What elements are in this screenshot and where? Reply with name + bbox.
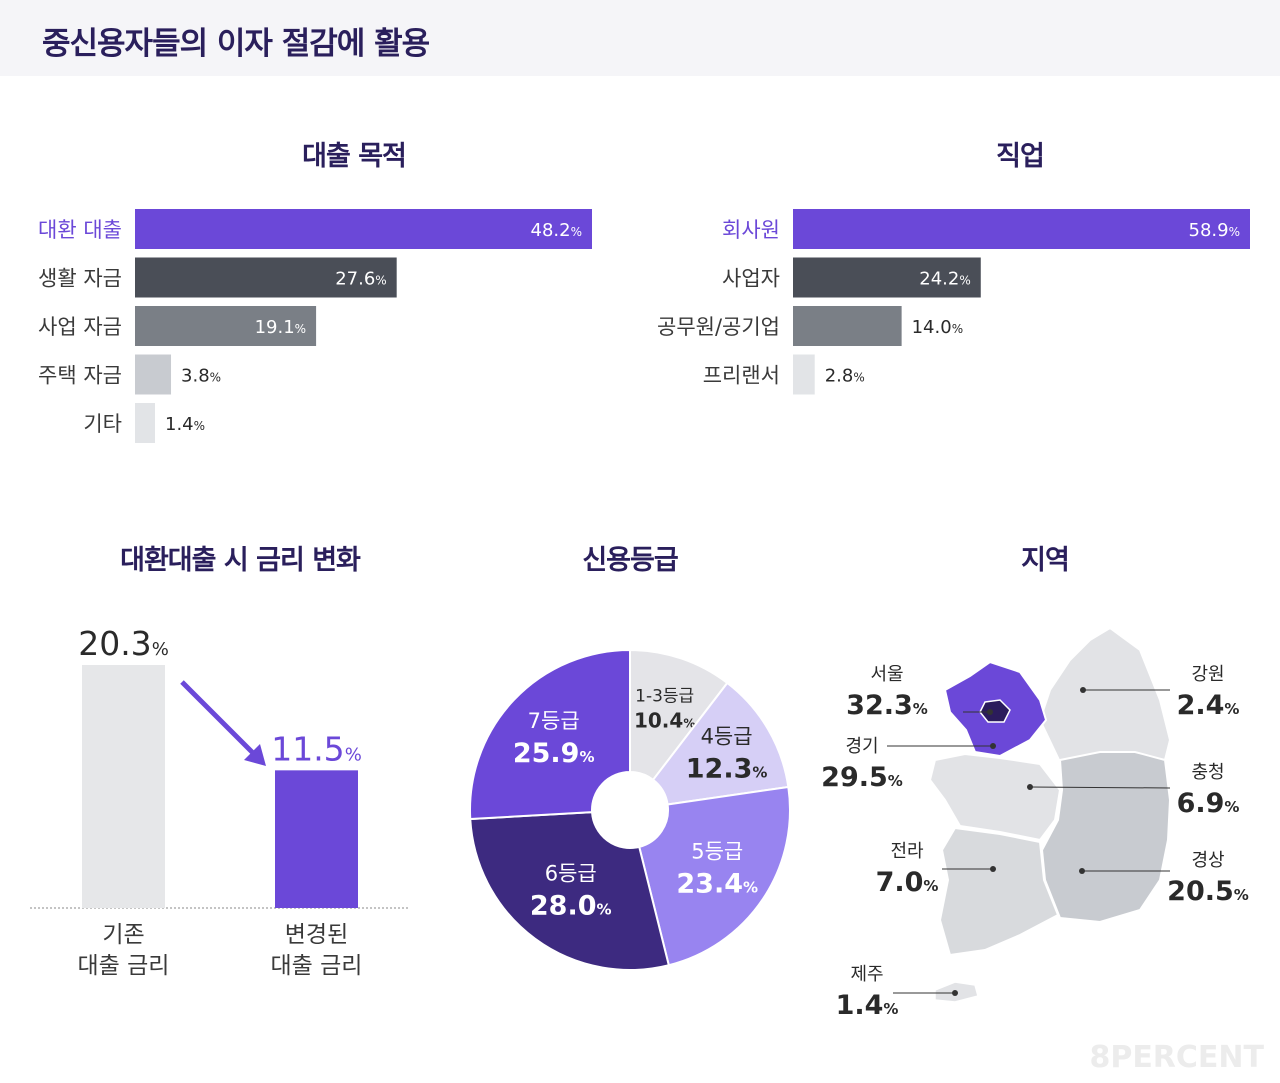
rate-category-0-line-0: 기존	[102, 922, 144, 948]
region-value-3: 6.9%	[1177, 788, 1240, 819]
region-title: 지역	[1021, 545, 1070, 576]
region-leader-3	[1029, 786, 1171, 789]
region-label-1: 경기	[845, 736, 878, 757]
loan-purpose-title: 대출 목적	[302, 141, 407, 172]
bar-label-1: 사업자	[722, 267, 780, 291]
pie-value-1: 12.3%	[686, 753, 768, 784]
bar-3	[135, 354, 172, 395]
bar-value-1: 27.6%	[335, 269, 386, 290]
pie-slice-0	[629, 648, 729, 782]
rate-bar-1	[275, 770, 358, 908]
bar-value-2: 19.1%	[255, 317, 306, 338]
pie-slice-1	[651, 681, 790, 806]
pie-value-0: 10.4%	[634, 709, 695, 733]
region-label-2: 강원	[1191, 664, 1224, 685]
pie-value-3: 28.0%	[530, 891, 612, 922]
map-jeolla	[938, 826, 1060, 957]
bar-label-0: 회사원	[722, 218, 780, 242]
pie-label-1: 4등급	[701, 724, 753, 748]
bar-0	[793, 209, 1250, 249]
region-value-6: 1.4%	[836, 990, 899, 1021]
region-value-5: 20.5%	[1167, 876, 1249, 907]
pie-value-2: 23.4%	[676, 868, 758, 899]
rate-category-1-line-1: 대출 금리	[271, 953, 363, 979]
bar-label-2: 공무원/공기업	[657, 315, 780, 339]
bar-value-0: 58.9%	[1189, 220, 1240, 241]
bar-1	[793, 257, 981, 298]
region-value-0: 32.3%	[846, 690, 928, 721]
region-dot-4	[990, 866, 996, 872]
rate-bar-0	[82, 665, 165, 908]
bar-value-3: 3.8%	[181, 366, 221, 387]
map-chungcheong	[928, 752, 1062, 842]
bar-2	[135, 306, 317, 346]
page-title: 중신용자들의 이자 절감에 활용	[42, 26, 430, 62]
map-gangwon	[1038, 626, 1172, 764]
rate-category-0-line-1: 대출 금리	[78, 953, 170, 979]
rate-change-title: 대환대출 시 금리 변화	[120, 545, 361, 576]
pie-slice-4	[469, 648, 631, 821]
region-dot-1	[990, 743, 996, 749]
region-label-3: 충청	[1191, 762, 1224, 783]
bar-4	[135, 403, 155, 443]
bar-value-3: 2.8%	[825, 366, 865, 387]
bar-value-0: 48.2%	[531, 220, 582, 241]
occupation-chart: 회사원 58.9% 사업자 24.2% 공무원/공기업 14.0% 프리랜서 2.8%	[657, 209, 1250, 395]
bar-label-0: 대환 대출	[38, 218, 122, 242]
rate-value-1: 11.5%	[271, 729, 362, 768]
region-label-0: 서울	[870, 664, 903, 685]
bar-0	[135, 209, 592, 249]
region-dot-6	[952, 990, 958, 996]
bar-value-1: 24.2%	[919, 269, 970, 290]
watermark: 8PERCENT	[1089, 1040, 1264, 1075]
region-dot-3	[1027, 784, 1033, 790]
bar-2	[793, 306, 902, 346]
bar-3	[793, 354, 815, 395]
loan-purpose-chart: 대환 대출 48.2% 생활 자금 27.6% 사업 자금 19.1% 주택 자금 3.8% 기…	[38, 209, 592, 443]
region-dot-2	[1080, 687, 1086, 693]
occupation-title: 직업	[996, 141, 1045, 172]
region-label-4: 전라	[890, 841, 924, 862]
region-value-1: 29.5%	[821, 762, 903, 793]
rate-value-0: 20.3%	[78, 624, 169, 663]
pie-label-4: 7등급	[528, 709, 580, 733]
decrease-arrow	[180, 680, 260, 760]
pie-slice-2	[638, 785, 791, 967]
rate-category-1-line-0: 변경된	[285, 922, 348, 948]
bar-value-2: 14.0%	[912, 317, 963, 338]
bar-value-4: 1.4%	[165, 414, 205, 435]
map-gyeongsang	[1040, 751, 1172, 924]
region-map-chart: 서울 32.3% 경기 29.5% 강원 2.4% 충청 6.9% 전라 7.0% 경상 20.5% 제…	[821, 626, 1249, 1021]
pie-label-2: 5등급	[691, 839, 743, 863]
credit-grade-title: 신용등급	[582, 545, 678, 576]
decrease-arrow-head	[244, 744, 266, 766]
bar-label-4: 기타	[83, 412, 122, 436]
bar-label-3: 주택 자금	[38, 364, 122, 388]
bar-label-2: 사업 자금	[38, 315, 122, 339]
pie-label-0: 1-3등급	[635, 687, 694, 707]
region-label-5: 경상	[1191, 850, 1224, 871]
region-value-4: 7.0%	[876, 867, 939, 898]
bar-label-1: 생활 자금	[38, 267, 122, 291]
region-dot-0	[987, 709, 993, 715]
pie-value-4: 25.9%	[513, 738, 595, 769]
pie-label-3: 6등급	[545, 862, 597, 886]
region-label-6: 제주	[850, 964, 883, 985]
header: 중신용자들의 이자 절감에 활용	[0, 0, 1280, 76]
bar-label-3: 프리랜서	[703, 364, 780, 388]
bar-1	[135, 257, 397, 298]
region-dot-5	[1079, 868, 1085, 874]
pie-slice-3	[469, 811, 671, 971]
region-value-2: 2.4%	[1177, 690, 1240, 721]
